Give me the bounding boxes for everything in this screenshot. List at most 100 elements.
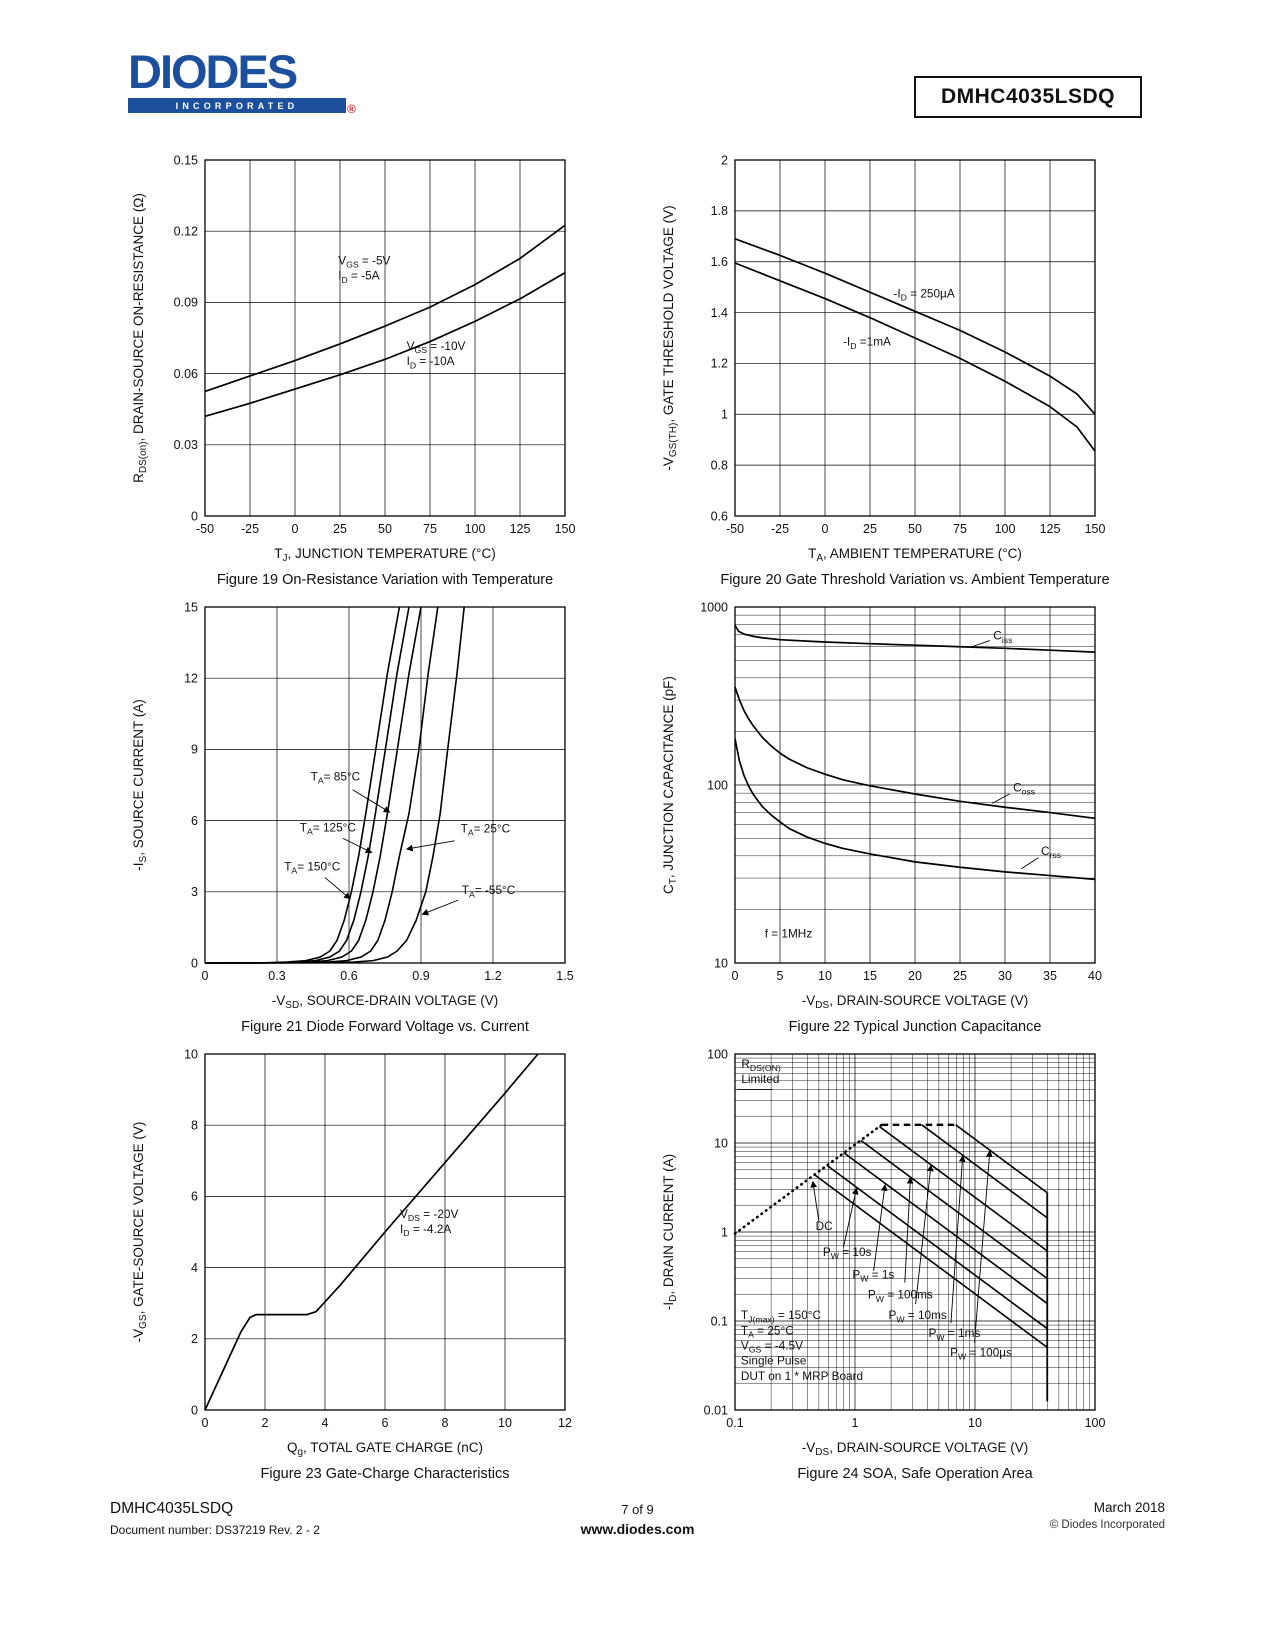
figure-24: 0.1 1 10 100 0.01 0.1 1 10 100 -VDS, DRAIN-SOURCE… bbox=[649, 1040, 1115, 1487]
part-number-box: DMHC4035LSDQ bbox=[913, 76, 1142, 118]
svg-text:8: 8 bbox=[191, 1119, 198, 1133]
svg-text:VDS = -20V: VDS = -20V bbox=[400, 1207, 458, 1223]
svg-text:f = 1MHz: f = 1MHz bbox=[765, 927, 813, 941]
figure-20: -50 -25 0 25 50 75 100 125 150 0.6 0.8 1 1.2 1.4 1.6 1.… bbox=[649, 146, 1115, 593]
footer-document-number: Document number: DS37219 Rev. 2 - 2 bbox=[110, 1523, 320, 1537]
svg-text:-25: -25 bbox=[241, 522, 259, 536]
svg-text:8: 8 bbox=[442, 1416, 449, 1430]
chart-canvas-1: -50 -25 0 25 50 75 100 125 150 0.6 0.8 1 1.2 1.4 1.6 1.… bbox=[661, 153, 1106, 564]
svg-text:25: 25 bbox=[333, 522, 347, 536]
svg-text:10: 10 bbox=[184, 1047, 198, 1061]
svg-text:PW = 1s: PW = 1s bbox=[852, 1268, 894, 1284]
svg-text:100: 100 bbox=[1085, 1416, 1106, 1430]
svg-text:100: 100 bbox=[707, 778, 728, 792]
svg-text:1: 1 bbox=[721, 408, 728, 422]
figure-24-plot: 0.1 1 10 100 0.01 0.1 1 10 100 -VDS, DRAIN-SOURCE… bbox=[649, 1040, 1115, 1466]
svg-text:1.2: 1.2 bbox=[484, 969, 501, 983]
svg-text:VGS = -10V: VGS = -10V bbox=[407, 339, 466, 355]
svg-text:PW = 10ms: PW = 10ms bbox=[888, 1308, 946, 1324]
svg-text:0.09: 0.09 bbox=[174, 296, 198, 310]
svg-text:0: 0 bbox=[191, 509, 198, 523]
figure-22-plot: 0 5 10 15 20 25 30 35 40 10 100 1000 -VDS, DRAIN-SOU… bbox=[649, 593, 1115, 1019]
svg-text:2: 2 bbox=[191, 1332, 198, 1346]
svg-text:5: 5 bbox=[777, 969, 784, 983]
svg-text:0: 0 bbox=[191, 1403, 198, 1417]
svg-text:2: 2 bbox=[721, 153, 728, 167]
svg-text:0: 0 bbox=[292, 522, 299, 536]
svg-text:25: 25 bbox=[863, 522, 877, 536]
figure-23: 0 2 4 6 8 10 12 0 2 4 6 8 10 Qg, TOTAL GATE CHARGE (n… bbox=[119, 1040, 585, 1487]
figure-19-caption: Figure 19 On-Resistance Variation with T… bbox=[216, 572, 554, 588]
svg-text:15: 15 bbox=[184, 600, 198, 614]
diodes-logo: DIODES INCORPORATED ® bbox=[128, 45, 358, 116]
svg-text:TJ(max) = 150°C: TJ(max) = 150°C bbox=[741, 1308, 822, 1324]
logo-wordmark: DIODES bbox=[128, 45, 298, 98]
svg-text:0: 0 bbox=[202, 1416, 209, 1430]
footer-center: 7 of 9 www.diodes.com bbox=[110, 1502, 1165, 1537]
svg-text:Ciss: Ciss bbox=[993, 629, 1013, 645]
figure-21-plot: 0 0.3 0.6 0.9 1.2 1.5 0 3 6 9 12 15 -VSD, SOURCE-DRA… bbox=[119, 593, 585, 1019]
svg-text:TA, AMBIENT TEMPERATURE (°C): TA, AMBIENT TEMPERATURE (°C) bbox=[808, 546, 1022, 564]
svg-text:12: 12 bbox=[558, 1416, 572, 1430]
svg-text:6: 6 bbox=[382, 1416, 389, 1430]
svg-text:RDS(ON): RDS(ON) bbox=[741, 1057, 781, 1073]
svg-text:10: 10 bbox=[714, 1136, 728, 1150]
svg-text:TA= 150°C: TA= 150°C bbox=[284, 859, 341, 875]
svg-text:TA= 125°C: TA= 125°C bbox=[300, 820, 357, 836]
svg-text:DUT on 1 * MRP Board: DUT on 1 * MRP Board bbox=[741, 1369, 863, 1383]
svg-text:50: 50 bbox=[378, 522, 392, 536]
svg-text:ID = -10A: ID = -10A bbox=[407, 354, 455, 370]
svg-text:9: 9 bbox=[191, 743, 198, 757]
svg-text:-VDS, DRAIN-SOURCE VOLTAGE (V): -VDS, DRAIN-SOURCE VOLTAGE (V) bbox=[802, 1440, 1028, 1458]
svg-text:VGS = -4.5V: VGS = -4.5V bbox=[741, 1339, 803, 1355]
svg-text:Limited: Limited bbox=[741, 1072, 779, 1086]
svg-text:3: 3 bbox=[191, 885, 198, 899]
svg-text:1.5: 1.5 bbox=[556, 969, 573, 983]
svg-text:0: 0 bbox=[822, 522, 829, 536]
svg-text:Single Pulse: Single Pulse bbox=[741, 1354, 807, 1368]
svg-text:-IS, SOURCE CURRENT (A): -IS, SOURCE CURRENT (A) bbox=[131, 699, 149, 870]
figure-24-caption: Figure 24 SOA, Safe Operation Area bbox=[797, 1466, 1033, 1482]
logo-incorporated-text: INCORPORATED bbox=[175, 101, 299, 111]
svg-text:1.2: 1.2 bbox=[711, 357, 728, 371]
svg-text:100: 100 bbox=[995, 522, 1016, 536]
svg-text:150: 150 bbox=[1085, 522, 1106, 536]
figure-19: -50 -25 0 25 50 75 100 125 150 0 0.03 0.06 0.09 0.12 0… bbox=[119, 146, 585, 593]
svg-text:1.8: 1.8 bbox=[711, 204, 728, 218]
svg-text:1.6: 1.6 bbox=[711, 255, 728, 269]
svg-text:TA= 85°C: TA= 85°C bbox=[311, 769, 361, 785]
svg-text:-50: -50 bbox=[196, 522, 214, 536]
figure-21-caption: Figure 21 Diode Forward Voltage vs. Curr… bbox=[241, 1019, 529, 1035]
svg-text:-VDS, DRAIN-SOURCE VOLTAGE (V): -VDS, DRAIN-SOURCE VOLTAGE (V) bbox=[802, 993, 1028, 1011]
svg-text:0.1: 0.1 bbox=[711, 1314, 728, 1328]
svg-text:4: 4 bbox=[322, 1416, 329, 1430]
svg-text:10: 10 bbox=[714, 956, 728, 970]
footer-left: DMHC4035LSDQ Document number: DS37219 Re… bbox=[110, 1500, 320, 1537]
svg-text:-50: -50 bbox=[726, 522, 744, 536]
svg-text:CT, JUNCTION CAPACITANCE (pF): CT, JUNCTION CAPACITANCE (pF) bbox=[661, 676, 679, 894]
svg-text:0.6: 0.6 bbox=[711, 509, 728, 523]
svg-text:40: 40 bbox=[1088, 969, 1102, 983]
svg-text:15: 15 bbox=[863, 969, 877, 983]
svg-text:35: 35 bbox=[1043, 969, 1057, 983]
svg-text:RDS(on), DRAIN-SOURCE ON-RESIS: RDS(on), DRAIN-SOURCE ON-RESISTANCE (Ω) bbox=[131, 193, 149, 483]
svg-text:-ID =1mA: -ID =1mA bbox=[843, 335, 891, 351]
svg-text:-VGS(TH), GATE THRESHOLD VOLTA: -VGS(TH), GATE THRESHOLD VOLTAGE (V) bbox=[661, 205, 679, 470]
svg-text:0.1: 0.1 bbox=[726, 1416, 743, 1430]
svg-text:50: 50 bbox=[908, 522, 922, 536]
svg-text:0.3: 0.3 bbox=[268, 969, 285, 983]
svg-text:1.4: 1.4 bbox=[711, 306, 728, 320]
svg-text:100: 100 bbox=[707, 1047, 728, 1061]
svg-text:DC: DC bbox=[816, 1219, 834, 1233]
svg-text:75: 75 bbox=[423, 522, 437, 536]
svg-text:TA= -55°C: TA= -55°C bbox=[462, 883, 516, 899]
svg-text:-ID, DRAIN CURRENT (A): -ID, DRAIN CURRENT (A) bbox=[661, 1154, 679, 1310]
svg-text:10: 10 bbox=[818, 969, 832, 983]
chart-canvas-2: 0 0.3 0.6 0.9 1.2 1.5 0 3 6 9 12 15 -VSD, SOURCE-DRA… bbox=[131, 600, 574, 1011]
svg-text:ID = -5A: ID = -5A bbox=[338, 269, 379, 285]
svg-text:0.6: 0.6 bbox=[340, 969, 357, 983]
svg-text:PW = 100µs: PW = 100µs bbox=[950, 1345, 1012, 1361]
svg-text:PW = 1ms: PW = 1ms bbox=[929, 1326, 981, 1342]
